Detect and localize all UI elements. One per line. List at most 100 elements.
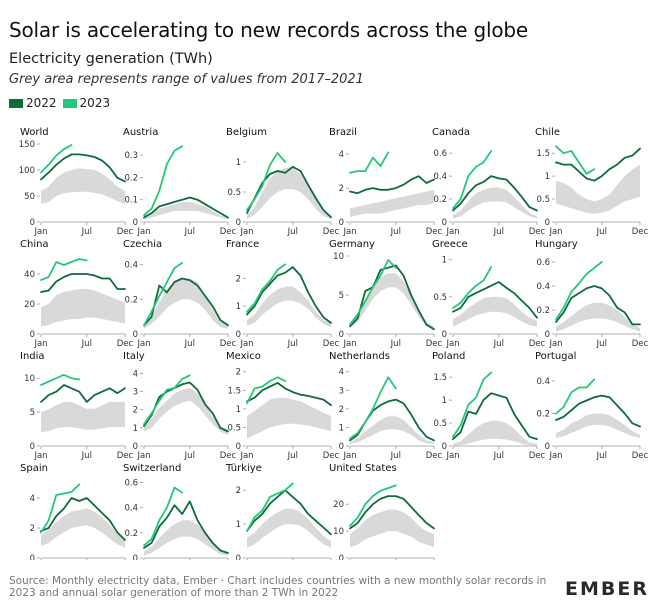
x-tick-label: Dec xyxy=(323,451,340,461)
y-tick-label: 40 xyxy=(24,270,35,280)
series-line-2023 xyxy=(40,144,73,174)
y-tick-label: 0.2 xyxy=(124,529,138,539)
x-tick-label: Jul xyxy=(596,227,607,237)
y-tick-label: 0 xyxy=(236,218,241,228)
panel-title-belgium: Belgium xyxy=(226,127,267,138)
series-line-2023 xyxy=(555,145,596,175)
x-tick-label: Jan xyxy=(548,451,562,461)
panel-title-mexico: Mexico xyxy=(226,351,261,362)
y-tick-label: 5 xyxy=(30,408,35,418)
x-tick-label: Jul xyxy=(81,227,92,237)
y-tick-label: 0 xyxy=(30,218,35,228)
series-line-2023 xyxy=(246,263,287,313)
y-tick-label: 0 xyxy=(442,442,447,452)
series-line-2023 xyxy=(40,483,81,534)
x-tick-label: Jan xyxy=(136,339,150,349)
y-tick-label: 2 xyxy=(339,184,344,194)
range-band-2017-2021 xyxy=(41,508,125,548)
y-tick-label: 3 xyxy=(133,388,138,398)
panel-brazil: Brazil 0 2 4 Jan Jul Dec xyxy=(329,127,443,237)
y-tick-label: 0 xyxy=(236,330,241,340)
range-band-2017-2021 xyxy=(556,302,640,332)
series-line-2023 xyxy=(349,484,397,527)
x-tick-label: Dec xyxy=(632,451,649,461)
x-tick-label: Jan xyxy=(342,451,356,461)
range-band-2017-2021 xyxy=(453,187,537,219)
panel-austria: Austria 0 0.1 0.2 0.3 Jan Jul Dec xyxy=(123,127,237,237)
y-tick-label: 0 xyxy=(30,554,35,560)
y-tick-label: 0.6 xyxy=(124,479,138,489)
panel-title-netherlands: Netherlands xyxy=(329,351,390,362)
y-tick-label: 2 xyxy=(236,274,241,284)
series-line-2023 xyxy=(143,374,191,426)
panel-hungary: Hungary 0 0.2 0.4 0.6 Jan Jul Dec xyxy=(535,239,649,349)
panel-title-india: India xyxy=(20,351,45,362)
y-tick-label: 2 xyxy=(133,406,138,416)
x-tick-label: Jan xyxy=(136,227,150,237)
series-line-2023 xyxy=(40,258,88,281)
series-line-2023 xyxy=(452,371,493,438)
y-tick-label: 0 xyxy=(545,330,550,340)
series-line-2023 xyxy=(143,261,184,327)
panel-germany: Germany 0 5 10 Jan Jul Dec xyxy=(329,239,443,349)
x-tick-label: Jul xyxy=(184,339,195,349)
y-tick-label: 0 xyxy=(133,218,138,228)
y-tick-label: 0.4 xyxy=(433,172,447,182)
y-tick-label: 0 xyxy=(339,554,344,560)
series-line-2023 xyxy=(246,376,287,405)
x-tick-label: Dec xyxy=(426,451,443,461)
range-band-2017-2021 xyxy=(453,420,537,446)
y-tick-label: 0.4 xyxy=(536,377,550,387)
x-tick-label: Jul xyxy=(184,227,195,237)
y-tick-label: 0.4 xyxy=(124,261,138,271)
series-line-2023 xyxy=(452,266,493,309)
legend-swatch-2023 xyxy=(62,98,77,108)
range-band-2017-2021 xyxy=(247,286,331,327)
series-line-2022 xyxy=(40,497,126,541)
series-line-2022 xyxy=(40,273,126,293)
x-tick-label: Jan xyxy=(239,451,253,461)
range-band-2017-2021 xyxy=(247,508,331,548)
x-tick-label: Jul xyxy=(390,339,401,349)
y-tick-label: 0 xyxy=(30,330,35,340)
panel-title-china: China xyxy=(20,239,49,250)
legend-label-2023: 2023 xyxy=(79,96,111,110)
x-tick-label: Jul xyxy=(493,339,504,349)
y-tick-label: 0.4 xyxy=(124,504,138,514)
x-tick-label: Jul xyxy=(81,339,92,349)
x-tick-label: Jul xyxy=(596,339,607,349)
y-tick-label: 0 xyxy=(30,442,35,452)
panel-mexico: Mexico 0 0.5 1 1.5 2 Jan Jul Dec xyxy=(226,351,340,461)
x-tick-label: Jan xyxy=(548,339,562,349)
y-tick-label: 1.5 xyxy=(536,149,550,159)
x-tick-label: Dec xyxy=(632,339,649,349)
y-tick-label: 0 xyxy=(545,442,550,452)
panel-spain: Spain024JanJulDec xyxy=(20,463,126,560)
x-tick-label: Jan xyxy=(445,451,459,461)
y-tick-label: 0 xyxy=(236,554,241,560)
series-line-2022 xyxy=(143,381,229,433)
panel-portugal: Portugal 0 0.2 0.4 Jan Jul Dec xyxy=(535,351,649,461)
series-line-2023 xyxy=(555,378,596,415)
y-tick-label: 0.2 xyxy=(536,410,550,420)
panel-title-austria: Austria xyxy=(123,127,158,138)
range-band-2017-2021 xyxy=(556,164,640,214)
range-band-2017-2021 xyxy=(144,278,228,329)
y-tick-label: 0 xyxy=(442,330,447,340)
panel-title-poland: Poland xyxy=(432,351,465,362)
panel-title-italy: Italy xyxy=(123,351,145,362)
series-line-2022 xyxy=(452,281,538,319)
x-tick-label: Dec xyxy=(323,339,340,349)
y-tick-label: 0.5 xyxy=(433,419,447,429)
series-line-2022 xyxy=(349,264,435,331)
x-tick-label: Jan xyxy=(33,451,47,461)
y-tick-label: 2 xyxy=(30,524,35,534)
ember-logo: EMBER xyxy=(565,578,649,600)
y-tick-label: 0.5 xyxy=(536,195,550,205)
series-line-2022 xyxy=(452,175,538,212)
x-tick-label: Dec xyxy=(117,339,134,349)
panel-title-tu-rkiye: Türkiye xyxy=(225,463,262,474)
panel-title-spain: Spain xyxy=(20,463,48,474)
chart-note: Grey area represents range of values fro… xyxy=(9,72,364,87)
range-band-2017-2021 xyxy=(350,189,434,217)
